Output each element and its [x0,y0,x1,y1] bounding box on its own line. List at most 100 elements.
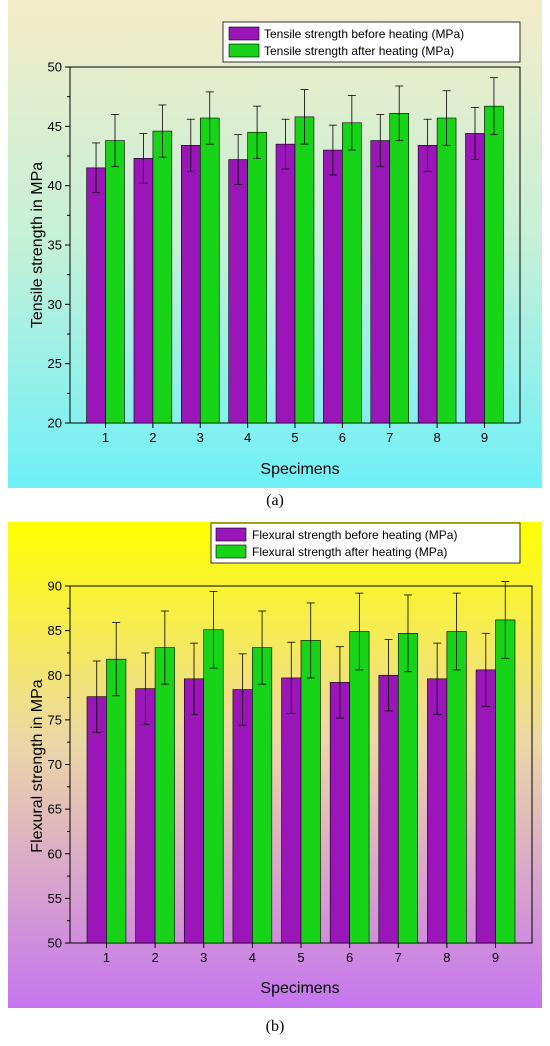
y-tick-label: 65 [48,802,62,817]
error-bar-before-heating-2 [141,652,150,725]
y-tick-label: 45 [48,119,62,134]
x-tick-label: 1 [103,950,110,965]
x-tick-label: 3 [200,950,207,965]
error-bar-after-heating-7 [403,594,412,673]
bar-before-heating-2 [135,688,156,944]
y-tick-label: 60 [48,846,62,861]
legend-box [222,21,521,63]
x-tick-label: 5 [297,950,304,965]
panel-label-b: (b) [265,1018,285,1035]
error-bar-before-heating-5 [287,641,296,715]
error-bar-before-heating-5 [281,118,290,170]
y-tick-label: 30 [48,297,62,312]
error-bar-after-heating-1 [111,114,119,168]
bar-after-heating-1 [106,658,127,944]
legend-label-before: Flexural strength before heating (MPa) [252,528,457,542]
x-tick-label: 3 [197,430,204,445]
bar-after-heating-9 [484,105,504,424]
bar-before-heating-4 [228,159,248,424]
error-bar-before-heating-3 [186,118,195,172]
bar-before-heating-3 [181,145,201,424]
legend-label-after: Tensile strength after heating (MPa) [264,44,454,58]
error-bar-before-heating-6 [328,124,337,176]
bar-before-heating-2 [133,158,154,424]
x-tick-label: 9 [481,430,488,445]
bar-after-heating-4 [247,131,267,424]
bar-before-heating-6 [323,149,343,424]
bar-before-heating-3 [183,678,205,944]
error-bar-before-heating-9 [481,632,490,707]
bar-before-heating-5 [275,143,296,424]
error-bar-before-heating-8 [423,118,432,172]
legend-label-before: Tensile strength before heating (MPa) [264,27,464,41]
y-tick-label: 35 [48,238,62,253]
error-bar-before-heating-4 [234,134,243,185]
bar-before-heating-1 [86,696,107,944]
y-tick-label: 75 [48,712,62,727]
error-bar-after-heating-1 [112,622,121,697]
bar-after-heating-7 [397,633,419,944]
error-bar-after-heating-7 [395,85,404,141]
y-axis-title: Tensile strength in MPa [29,162,46,328]
error-bar-after-heating-6 [347,95,356,151]
y-tick-label: 25 [48,356,62,371]
y-tick-label: 70 [48,757,62,772]
bar-after-heating-3 [199,117,220,424]
legend: Flexural strength before heating (MPa) F… [210,522,521,564]
legend: Tensile strength before heating (MPa) Te… [222,21,521,63]
x-tick-label: 8 [443,950,450,965]
legend-swatch-after [228,43,260,58]
bar-after-heating-1 [105,140,125,424]
error-bar-before-heating-3 [190,642,199,715]
legend-swatch-before [215,527,247,542]
error-bar-before-heating-2 [139,133,148,184]
y-axis-title: Flexural strength in MPa [29,679,46,853]
error-bar-after-heating-9 [501,581,510,659]
bar-before-heating-4 [232,689,253,944]
y-tick-label: 50 [48,936,62,951]
legend-swatch-before [228,26,260,41]
error-bar-before-heating-8 [433,642,442,715]
x-tick-label: 8 [433,430,440,445]
x-tick-label: 2 [151,950,158,965]
bar-after-heating-2 [154,647,175,944]
error-bar-after-heating-3 [209,590,218,669]
error-bar-before-heating-6 [335,646,344,719]
x-tick-label: 7 [386,430,393,445]
x-tick-label: 4 [249,950,256,965]
error-bar-after-heating-9 [489,77,498,136]
error-bar-before-heating-9 [471,106,479,160]
x-tick-label: 6 [339,430,346,445]
error-bar-after-heating-6 [355,592,364,671]
error-bar-after-heating-4 [258,610,267,685]
y-tick-label: 20 [48,416,62,431]
flexural-strength-chart: 50 55 60 65 70 75 80 85 90 1 2 3 4 5 6 7 8 9 Flexural st… [8,522,542,1008]
error-bar-after-heating-3 [205,91,214,145]
error-bar-before-heating-7 [384,639,393,712]
bar-before-heating-7 [370,140,391,424]
x-tick-label: 2 [149,430,156,445]
bar-after-heating-6 [349,631,370,944]
bar-after-heating-8 [446,631,467,944]
error-bar-after-heating-4 [253,105,262,159]
error-bar-after-heating-8 [452,592,461,671]
error-bar-after-heating-8 [442,90,451,146]
legend-box [210,522,521,564]
x-tick-label: 6 [346,950,353,965]
x-axis-title: Specimens [260,980,339,997]
bar-after-heating-7 [389,112,409,424]
bar-before-heating-7 [378,674,399,944]
bar-after-heating-5 [300,640,321,944]
panel-label-a: (a) [266,492,284,509]
error-bar-before-heating-1 [92,142,101,194]
x-axis-title: Specimens [260,461,339,478]
y-tick-label: 90 [48,579,62,594]
error-bar-before-heating-7 [376,114,385,168]
error-bar-after-heating-2 [160,610,169,685]
bar-before-heating-8 [427,678,448,944]
bar-before-heating-1 [86,167,106,424]
y-tick-label: 85 [48,623,62,638]
y-tick-label: 40 [48,178,62,193]
bar-before-heating-9 [465,133,485,424]
